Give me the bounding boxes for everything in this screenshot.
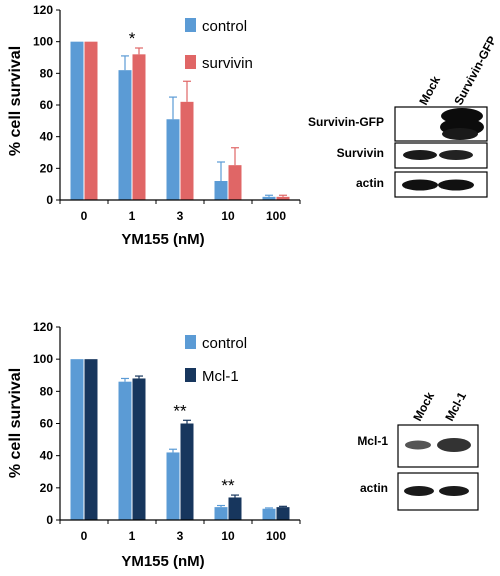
x-tick-label: 0: [81, 529, 88, 543]
chart-survivin: 0 20 40 60 80 100 120 0 1 3 10 100 * YM155 (nM) % …: [7, 3, 301, 248]
legend-swatch-control: [185, 335, 196, 349]
legend-swatch-control: [185, 18, 196, 32]
legend: control Mcl-1: [185, 335, 247, 385]
blot-row-survivin: Survivin: [337, 146, 384, 160]
bar-mcl-1-3: [180, 423, 194, 520]
y-tick-label: 60: [40, 417, 54, 431]
bar-survivin-10: [228, 165, 242, 200]
x-tick-label: 100: [266, 529, 286, 543]
y-tick-label: 20: [40, 161, 54, 175]
bar-survivin-1: [132, 54, 146, 201]
bar-control-100: [262, 196, 276, 200]
y-tick-label: 40: [40, 449, 54, 463]
significance-marker: **: [173, 401, 187, 420]
legend: control survivin: [185, 18, 253, 72]
blot-band-mcl1-mock: [405, 440, 431, 450]
y-tick-label: 100: [33, 35, 53, 49]
bar-mcl-1-0: [84, 359, 98, 520]
x-tick-label: 10: [221, 529, 235, 543]
blot-band-survivin-mock: [403, 150, 437, 160]
legend-label-control: control: [202, 18, 247, 35]
bar-survivin-3: [180, 101, 194, 200]
x-tick-label: 0: [81, 209, 88, 223]
western-blot-mcl1: Mock Mcl-1 Mcl-1 actin: [357, 389, 479, 511]
legend-swatch-survivin: [185, 55, 196, 69]
blot-row-actin: actin: [356, 176, 384, 190]
x-tick-label: 1: [129, 209, 136, 223]
bar-survivin-100: [276, 196, 290, 200]
x-tick-label: 100: [266, 209, 286, 223]
bar-control-3: [166, 119, 180, 200]
y-axis-label: % cell survival: [7, 368, 24, 478]
blot-band-actin-treated: [438, 179, 474, 191]
bar-control-10: [214, 181, 228, 200]
y-tick-label: 0: [46, 513, 53, 527]
legend-label-mcl1: Mcl-1: [202, 368, 239, 385]
bar-control-0: [70, 359, 84, 520]
y-tick-label: 100: [33, 352, 53, 366]
bar-control-1: [118, 381, 132, 520]
x-axis-label: YM155 (nM): [121, 231, 204, 248]
bar-mcl-1-10: [228, 497, 242, 520]
blot-row-mcl1: Mcl-1: [357, 434, 388, 448]
blot-band-actin-mock: [404, 486, 434, 496]
x-tick-label: 1: [129, 529, 136, 543]
blot-row-actin: actin: [360, 481, 388, 495]
y-tick-label: 120: [33, 320, 53, 334]
blot-column-mcl1: Mcl-1: [442, 389, 469, 423]
y-tick-label: 20: [40, 481, 54, 495]
y-tick-label: 80: [40, 66, 54, 80]
blot-band-actin-treated: [439, 486, 469, 496]
blot-column-mock: Mock: [410, 389, 437, 423]
x-tick-label: 10: [221, 209, 235, 223]
western-blot-survivin: Mock Survivin-GFP Survivin-GFP Survivin …: [308, 34, 499, 198]
legend-label-control: control: [202, 335, 247, 352]
y-axis-label: % cell survival: [7, 46, 24, 156]
significance-marker: *: [129, 29, 136, 48]
bar-control-3: [166, 452, 180, 520]
chart-mcl1: 0 20 40 60 80 100 120 0 1 3 10 100 ** ** YM155 (nM)…: [7, 320, 301, 570]
x-tick-label: 3: [177, 209, 184, 223]
significance-marker: **: [221, 476, 235, 495]
bar-survivin-0: [84, 41, 98, 200]
bar-mcl-1-100: [276, 507, 290, 520]
blot-band-survivin-treated: [439, 150, 473, 160]
y-tick-label: 40: [40, 130, 54, 144]
y-tick-label: 120: [33, 3, 53, 17]
bar-control-0: [70, 41, 84, 200]
blot-band-survivin-gfp-overexpressed: [440, 108, 484, 140]
x-axis-label: YM155 (nM): [121, 553, 204, 570]
y-tick-label: 60: [40, 98, 54, 112]
blot-row-survivin-gfp: Survivin-GFP: [308, 115, 384, 129]
bar-control-1: [118, 70, 132, 201]
bar-control-10: [214, 507, 228, 520]
blot-band-mcl1-treated: [437, 438, 471, 452]
bar-control-100: [262, 508, 276, 520]
x-tick-label: 3: [177, 529, 184, 543]
blot-column-mock: Mock: [416, 73, 443, 107]
blot-column-survivin-gfp: Survivin-GFP: [451, 34, 499, 108]
bar-mcl-1-1: [132, 378, 146, 520]
blot-band-actin-mock: [402, 179, 438, 191]
legend-swatch-mcl1: [185, 368, 196, 382]
y-tick-label: 0: [46, 193, 53, 207]
legend-label-survivin: survivin: [202, 55, 253, 72]
y-tick-label: 80: [40, 384, 54, 398]
